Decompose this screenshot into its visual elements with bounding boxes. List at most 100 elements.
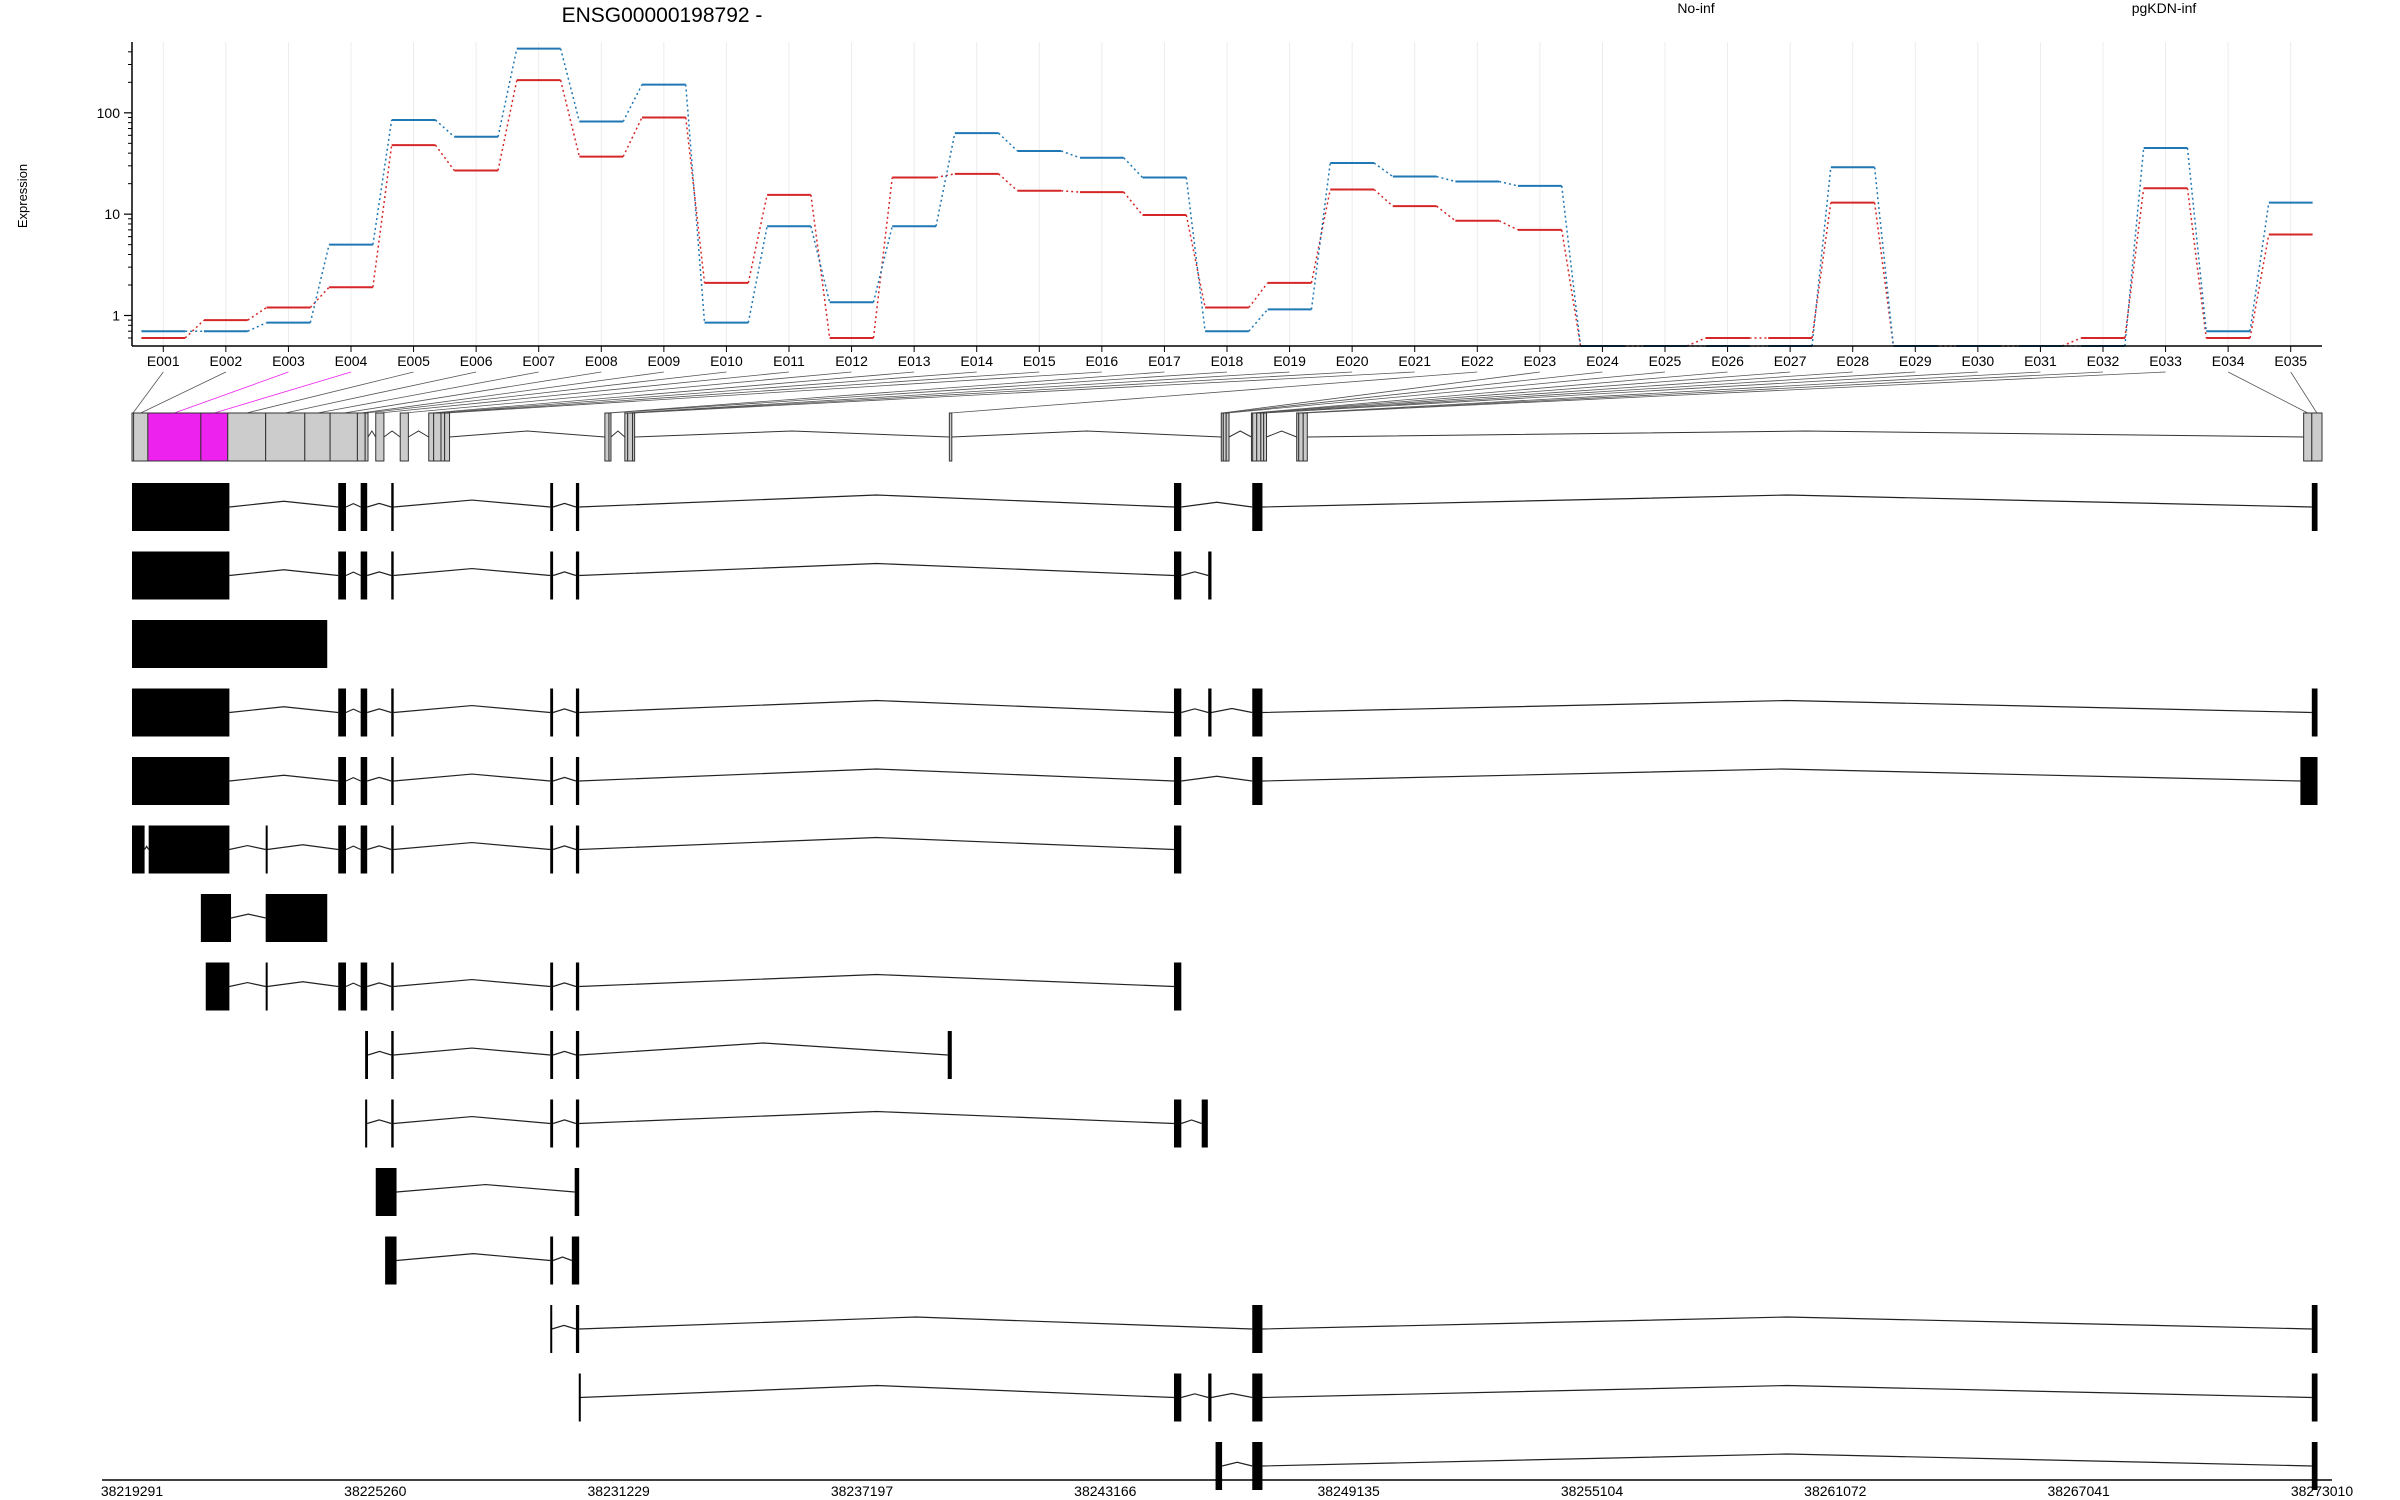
bin-connector-line	[317, 371, 539, 414]
series-connector	[247, 306, 267, 321]
intron-line	[1262, 768, 2301, 782]
series-connector	[998, 173, 1018, 192]
exon-block	[132, 757, 230, 805]
intron-line	[367, 845, 392, 851]
exon-block	[265, 825, 268, 874]
series-connector	[559, 48, 581, 122]
x-tick-label: E007	[522, 353, 555, 369]
bin-connector-line	[431, 371, 915, 414]
series-connector	[1499, 180, 1519, 187]
x-tick-label: E034	[2212, 353, 2245, 369]
exon-block	[365, 1031, 369, 1079]
series-connector	[872, 177, 893, 339]
x-tick-label: E006	[460, 353, 493, 369]
bin-connector-line	[437, 371, 977, 414]
intron-line	[1211, 707, 1253, 714]
x-tick-label: E010	[710, 353, 743, 369]
intron-line	[579, 836, 1175, 851]
intron-line	[1262, 494, 2312, 508]
x-tick-label: E016	[1086, 353, 1119, 369]
exon-bin-box	[608, 412, 612, 462]
intron-line	[579, 973, 1175, 988]
series-connector	[309, 286, 330, 308]
bin-connector-line	[140, 371, 227, 414]
x-tick-label: E014	[960, 353, 993, 369]
x-tick-label: E031	[2024, 353, 2057, 369]
genome-tick-label: 38225260	[344, 1483, 407, 1499]
track-intron	[1228, 430, 1252, 438]
exon-block	[2311, 1442, 2318, 1490]
exon-block	[391, 825, 394, 874]
transcript	[132, 757, 2318, 805]
intron-line	[229, 844, 266, 851]
series-connector	[1310, 189, 1331, 283]
intron-line	[579, 1316, 1253, 1330]
exon-block	[1201, 1099, 1208, 1148]
intron-line	[367, 708, 392, 714]
intron-line	[393, 1115, 551, 1125]
exon-bin-box	[1256, 412, 1262, 462]
x-tick-label: E011	[773, 353, 805, 369]
exon-block	[550, 757, 554, 805]
exon-block	[338, 483, 346, 531]
exon-bin-box	[227, 412, 267, 462]
exon-block	[132, 483, 230, 531]
series-connector	[1811, 202, 1832, 339]
genome-tick-label: 38249135	[1318, 1483, 1381, 1499]
exon-block	[360, 757, 368, 805]
transcript	[132, 825, 1182, 874]
x-tick-label: E013	[898, 353, 931, 369]
series-connector	[1436, 205, 1456, 222]
exon-block	[575, 551, 580, 600]
exon-bin-box	[356, 412, 366, 462]
exon-bin-box	[433, 412, 442, 462]
exon-block	[1173, 757, 1182, 805]
series-connector	[1561, 185, 1582, 347]
intron-line	[552, 982, 577, 988]
intron-line	[1262, 699, 2312, 714]
exon-block	[575, 757, 580, 805]
exon-block	[132, 688, 230, 737]
exon-block	[1208, 688, 1212, 737]
intron-line	[367, 776, 392, 782]
intron-line	[1181, 1119, 1202, 1125]
exon-block	[1215, 1442, 1223, 1490]
track-intron	[1266, 430, 1297, 438]
exon-block	[550, 1099, 554, 1148]
x-tick-label: E008	[585, 353, 618, 369]
transcript	[578, 1373, 2318, 1422]
intron-line	[1181, 708, 1209, 714]
series-connector	[810, 226, 831, 303]
bin-connector-line	[1265, 371, 1978, 414]
track-intron	[383, 430, 401, 438]
exon-bin-box	[948, 412, 953, 462]
exon-block	[550, 1031, 554, 1079]
intron-line	[551, 1324, 577, 1330]
series-connector	[2062, 337, 2082, 347]
transcript	[132, 688, 2318, 737]
exon-block	[265, 894, 328, 942]
transcript	[365, 1031, 952, 1079]
exon-block	[571, 1236, 580, 1285]
bin-connector-line	[1305, 371, 2166, 414]
exon-bin-box	[2303, 412, 2313, 462]
series-connector	[747, 226, 768, 323]
x-tick-label: E004	[335, 353, 368, 369]
legend-no-inf: No-inf	[1677, 0, 1714, 16]
exon-block	[550, 1305, 553, 1353]
bin-connector-line	[1258, 371, 1853, 414]
exon-block	[148, 825, 230, 874]
bin-connector-line	[447, 371, 1102, 414]
series-connector	[1061, 190, 1081, 193]
intron-line	[144, 845, 150, 850]
series-connector	[1310, 162, 1331, 310]
series-connector	[1873, 202, 1895, 347]
exon-block	[1252, 1442, 1263, 1490]
exon-block	[947, 1031, 952, 1079]
intron-line	[552, 571, 577, 577]
series-connector	[810, 194, 831, 339]
track-intron	[951, 430, 1222, 438]
series-connector	[372, 145, 393, 288]
transcript	[132, 551, 1212, 600]
x-tick-label: E017	[1148, 353, 1181, 369]
